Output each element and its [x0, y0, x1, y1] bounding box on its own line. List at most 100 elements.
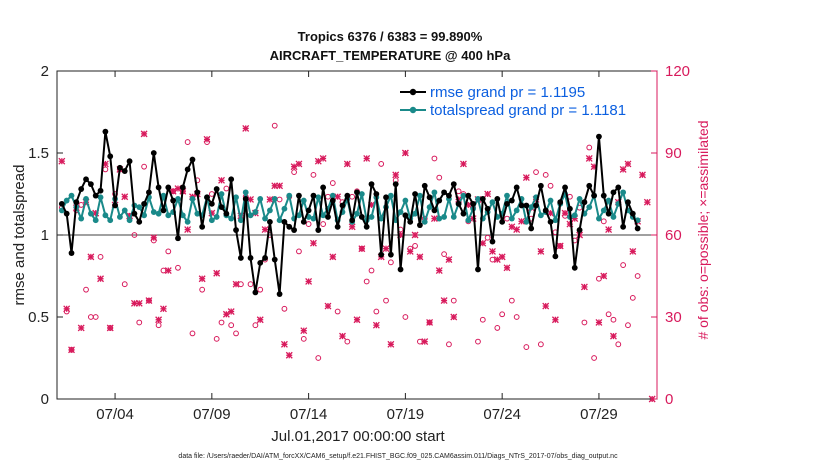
spread-point — [92, 217, 99, 224]
obs-assimilated-point — [363, 155, 371, 162]
spread-point — [213, 214, 220, 220]
rmse-point — [262, 255, 268, 261]
obs-possible-point — [121, 281, 128, 288]
obs-assimilated-point — [242, 124, 250, 132]
obs-possible-point — [591, 355, 597, 361]
obs-assimilated-point — [430, 215, 438, 223]
rmse-point — [97, 187, 104, 194]
rmse-point — [412, 191, 418, 197]
obs-assimilated-point — [276, 182, 284, 190]
rmse-point — [267, 218, 273, 225]
chart-title-line2: AIRCRAFT_TEMPERATURE @ 400 hPa — [270, 48, 511, 63]
spread-point — [242, 189, 249, 196]
rmse-point — [344, 192, 351, 199]
spread-point — [397, 209, 404, 215]
obs-assimilated-point — [609, 332, 617, 340]
x-tick-label: 07/19 — [387, 406, 425, 423]
obs-assimilated-point — [121, 193, 129, 201]
rmse-point — [165, 184, 172, 191]
obs-assimilated-point — [556, 242, 564, 250]
rmse-point — [629, 210, 636, 217]
y-tick-label: 1 — [41, 227, 49, 244]
rmse-point — [363, 223, 370, 230]
obs-possible-point — [334, 308, 341, 315]
rmse-point — [634, 225, 641, 232]
spread-point — [247, 212, 254, 219]
rmse-point — [150, 150, 157, 156]
rmse-point — [421, 182, 428, 189]
spread-point — [271, 196, 278, 202]
rmse-point — [610, 189, 617, 196]
rmse-point — [523, 202, 530, 209]
obs-possible-point — [344, 338, 351, 345]
rmse-point — [508, 197, 515, 204]
rmse-point — [494, 196, 501, 202]
rmse-point — [475, 266, 481, 273]
obs-possible-point — [131, 232, 138, 238]
obs-possible-point — [513, 314, 520, 320]
obs-possible-point — [402, 314, 409, 320]
obs-possible-point — [189, 330, 196, 337]
spread-point — [421, 218, 428, 225]
obs-possible-point — [271, 122, 278, 129]
rmse-point — [455, 200, 462, 207]
obs-assimilated-point — [198, 275, 206, 283]
spread-point — [286, 192, 293, 199]
spread-point — [150, 209, 157, 215]
rmse-point — [349, 217, 356, 224]
obs-assimilated-point — [135, 299, 143, 307]
obs-assimilated-point — [305, 278, 313, 285]
obs-assimilated-point — [387, 340, 395, 348]
x-axis-label: Jul.01,2017 00:00:00 start — [271, 428, 445, 445]
x-tick-label: 07/24 — [483, 406, 521, 423]
rmse-point — [586, 182, 593, 189]
obs-assimilated-point — [343, 160, 351, 168]
rmse-point — [581, 199, 588, 206]
obs-possible-point — [412, 243, 418, 249]
obs-possible-point — [310, 171, 317, 178]
rmse-point — [179, 184, 186, 191]
spread-point — [523, 218, 530, 225]
spread-point — [320, 212, 327, 219]
obs-assimilated-point — [232, 280, 240, 288]
spread-point — [460, 192, 467, 199]
spread-point — [508, 215, 515, 222]
obs-possible-point — [446, 341, 452, 348]
rmse-point — [73, 199, 80, 206]
obs-assimilated-point — [401, 149, 409, 157]
rmse-point — [387, 251, 394, 258]
obs-assimilated-point — [445, 256, 453, 264]
rmse-point — [117, 164, 123, 171]
obs-assimilated-point — [256, 316, 264, 324]
rmse-point — [223, 210, 230, 217]
obs-assimilated-point — [600, 272, 608, 280]
obs-assimilated-point — [392, 171, 400, 179]
rmse-point — [146, 189, 152, 196]
x-tick-label: 07/29 — [580, 406, 618, 423]
legend-rmse-marker — [409, 88, 417, 96]
spread-point — [431, 189, 438, 196]
spread-point — [208, 217, 215, 224]
obs-assimilated-point — [145, 297, 153, 305]
rmse-point — [576, 227, 583, 233]
spread-point — [296, 212, 302, 219]
obs-assimilated-point — [484, 190, 492, 198]
spread-point — [121, 207, 128, 214]
rmse-point — [131, 210, 138, 217]
spread-point — [175, 196, 181, 202]
spread-point — [83, 196, 89, 202]
obs-assimilated-point — [522, 174, 530, 182]
spread-point — [310, 215, 317, 222]
spread-point — [281, 205, 288, 212]
spread-point — [528, 204, 535, 211]
obs-assimilated-point — [493, 256, 501, 264]
obs-possible-point — [479, 316, 486, 323]
rmse-point — [615, 184, 622, 191]
rmse-point — [170, 197, 177, 204]
spread-point — [596, 215, 602, 222]
obs-assimilated-point — [339, 332, 346, 340]
rmse-point — [329, 197, 336, 204]
rmse-point — [121, 168, 128, 174]
rmse-point — [591, 192, 597, 199]
obs-possible-point — [581, 319, 588, 326]
